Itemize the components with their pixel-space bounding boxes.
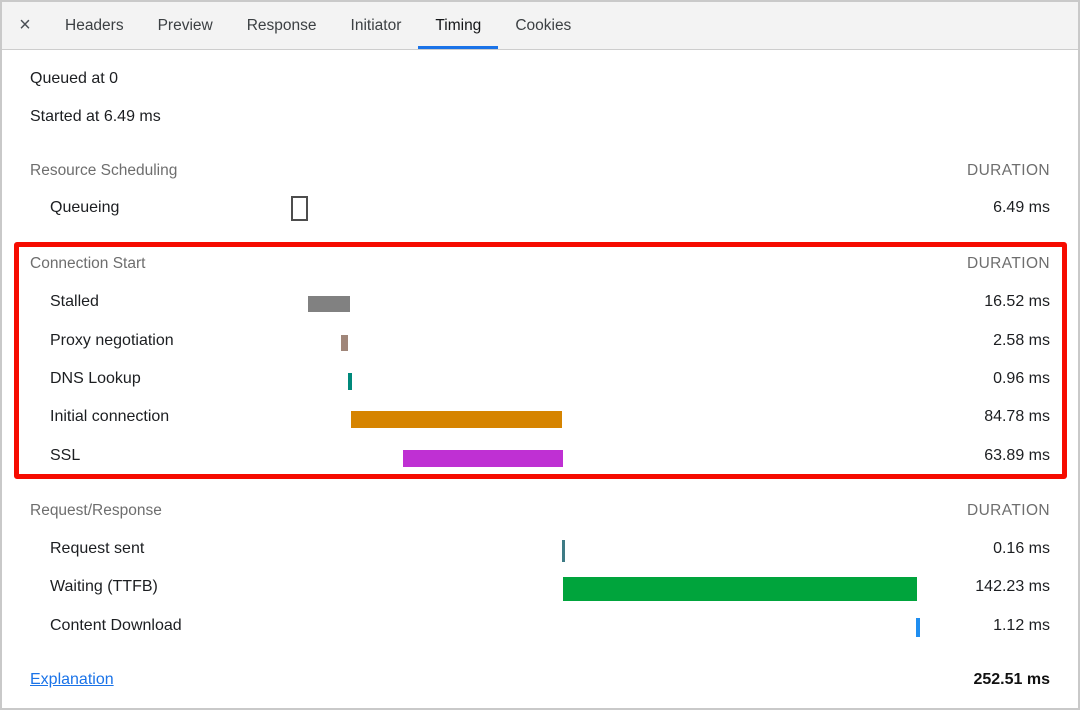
timing-duration-value: 0.96 ms <box>993 370 1050 387</box>
timing-row-content-download: Content Download 1.12 ms <box>2 617 1078 643</box>
timing-bar-ssl <box>403 450 563 467</box>
tab-timing[interactable]: Timing <box>418 2 499 49</box>
timing-duration-value: 16.52 ms <box>984 293 1050 310</box>
section-title: Request/Response <box>30 502 162 519</box>
section-header-connection-start: Connection Start DURATION <box>2 255 1078 281</box>
timing-phase-label: Content Download <box>50 617 182 634</box>
timing-phase-label: Initial connection <box>50 408 170 425</box>
duration-column-header: DURATION <box>967 255 1050 272</box>
timing-phase-label: SSL <box>50 447 81 464</box>
section-header-request-response: Request/Response DURATION <box>2 502 1078 528</box>
network-detail-tabbar: × Headers Preview Response Initiator Timing C… <box>2 2 1078 50</box>
tab-preview[interactable]: Preview <box>157 16 213 34</box>
timing-duration-value: 84.78 ms <box>984 408 1050 425</box>
timing-row-initial-connection: Initial connection 84.78 ms <box>2 408 1078 434</box>
timing-duration-value: 0.16 ms <box>993 540 1050 557</box>
timing-panel: Queued at 0 Started at 6.49 ms Resource … <box>2 50 1078 708</box>
timing-phase-label: Waiting (TTFB) <box>50 578 158 595</box>
timing-bar-dns-lookup <box>348 373 352 390</box>
timing-bar-proxy-negotiation <box>341 335 348 351</box>
duration-column-header: DURATION <box>967 502 1050 519</box>
tab-headers[interactable]: Headers <box>65 16 124 34</box>
tab-cookies[interactable]: Cookies <box>515 16 572 34</box>
timing-phase-label: Proxy negotiation <box>50 332 174 349</box>
timing-bar-request-sent <box>562 540 565 562</box>
timing-phase-label: DNS Lookup <box>50 370 141 387</box>
timing-row-request-sent: Request sent 0.16 ms <box>2 540 1078 566</box>
queued-at-text: Queued at 0 <box>30 70 119 87</box>
timing-row-ssl: SSL 63.89 ms <box>2 447 1078 473</box>
timing-bar-waiting-ttfb <box>563 577 917 601</box>
timing-row-dns-lookup: DNS Lookup 0.96 ms <box>2 370 1078 396</box>
timing-bar-initial-connection <box>351 411 562 428</box>
timing-phase-label: Queueing <box>50 199 120 216</box>
timing-duration-value: 6.49 ms <box>993 199 1050 216</box>
section-title: Resource Scheduling <box>30 162 178 179</box>
timing-row-stalled: Stalled 16.52 ms <box>2 293 1078 319</box>
timing-bar-stalled <box>308 296 350 312</box>
close-icon[interactable]: × <box>19 13 31 36</box>
duration-column-header: DURATION <box>967 162 1050 179</box>
timing-row-waiting-ttfb: Waiting (TTFB) 142.23 ms <box>2 577 1078 604</box>
tab-response[interactable]: Response <box>246 16 317 34</box>
timing-row-queueing: Queueing 6.49 ms <box>2 196 1078 225</box>
timing-phase-label: Stalled <box>50 293 99 310</box>
section-title: Connection Start <box>30 255 146 272</box>
started-at-text: Started at 6.49 ms <box>30 108 161 125</box>
timing-duration-value: 2.58 ms <box>993 332 1050 349</box>
timing-row-proxy-negotiation: Proxy negotiation 2.58 ms <box>2 332 1078 358</box>
timing-phase-label: Request sent <box>50 540 145 557</box>
timing-bar-content-download <box>916 618 920 637</box>
tab-list: Headers Preview Response Initiator Timing Coo… <box>48 2 588 49</box>
explanation-link[interactable]: Explanation <box>30 671 114 688</box>
timing-duration-value: 63.89 ms <box>984 447 1050 464</box>
section-header-resource-scheduling: Resource Scheduling DURATION <box>2 162 1078 188</box>
timing-duration-value: 142.23 ms <box>975 578 1050 595</box>
timing-duration-value: 1.12 ms <box>993 617 1050 634</box>
tab-initiator[interactable]: Initiator <box>350 16 402 34</box>
timing-bar-queueing <box>291 196 308 221</box>
total-duration: 252.51 ms <box>973 671 1050 688</box>
